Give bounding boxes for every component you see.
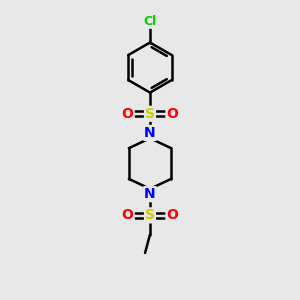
- Text: Cl: Cl: [143, 15, 157, 28]
- Text: O: O: [122, 107, 134, 121]
- Text: N: N: [144, 126, 156, 140]
- Text: N: N: [144, 187, 156, 201]
- Text: S: S: [145, 208, 155, 222]
- Text: O: O: [122, 208, 134, 222]
- Text: S: S: [145, 107, 155, 121]
- Text: O: O: [167, 208, 178, 222]
- Text: O: O: [167, 107, 178, 121]
